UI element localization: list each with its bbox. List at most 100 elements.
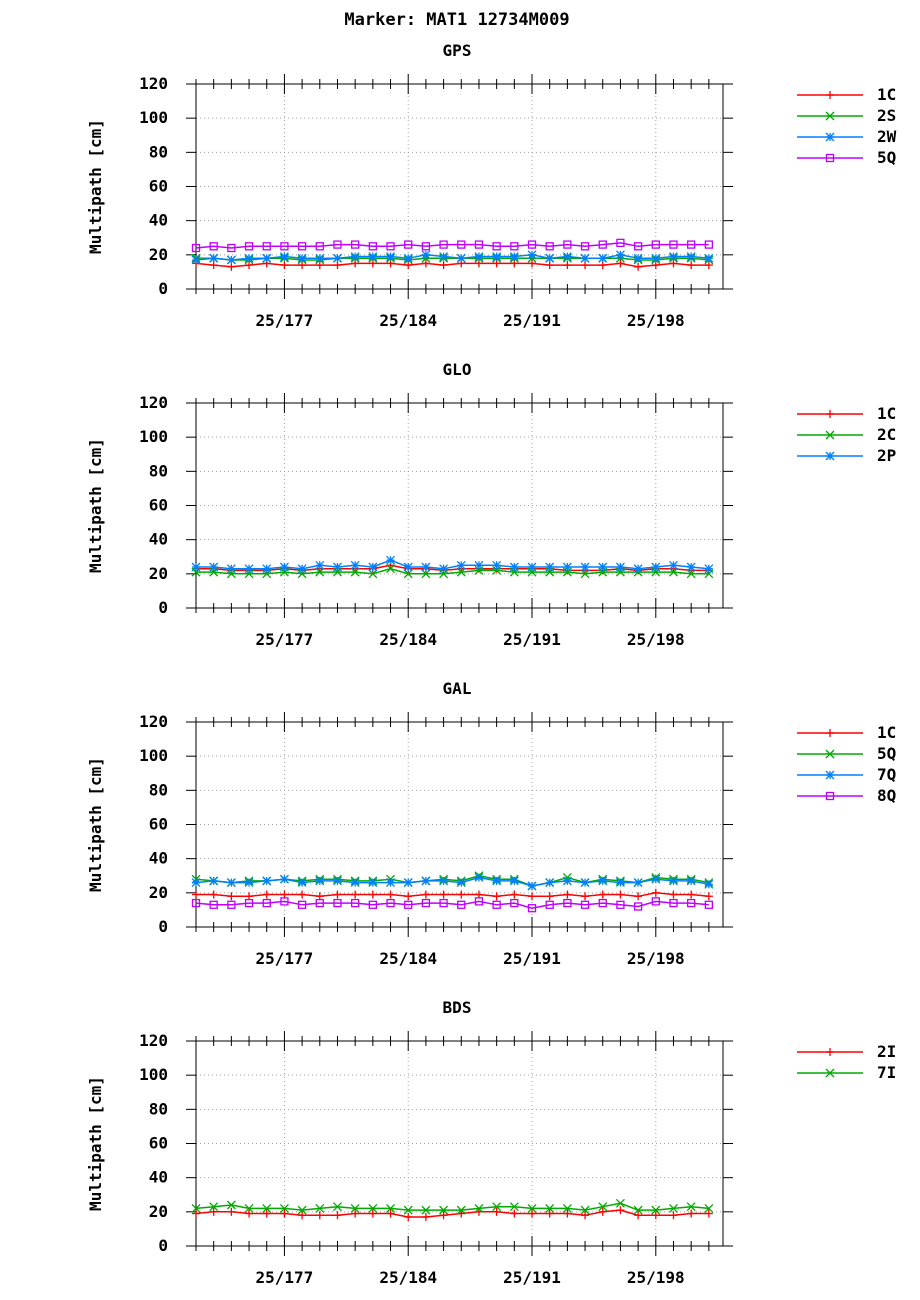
data-point [651,1205,661,1215]
data-point [687,890,696,899]
data-point [634,262,643,271]
data-point [298,890,307,899]
data-point [439,240,448,249]
data-point [244,564,254,574]
data-point [474,890,483,899]
figure-title: Marker: MAT1 12734M009 [344,10,569,30]
data-point [687,898,696,908]
data-point [474,259,483,268]
y-tick-label: 40 [149,211,168,230]
data-point [669,560,678,570]
data-point [651,261,660,270]
data-point [421,242,431,251]
x-tick-label: 25/198 [627,1268,685,1287]
data-point [492,876,502,886]
data-point [350,560,360,570]
data-point [262,564,272,574]
data-point [545,261,554,270]
legend-item-1c: 1C [797,404,896,423]
x-tick-label: 25/184 [379,949,437,968]
data-point [245,1209,254,1218]
data-point [315,242,324,251]
data-point [368,1203,378,1213]
data-point [510,898,519,908]
data-point [598,1202,608,1212]
data-point [580,569,590,579]
data-point [386,564,395,574]
data-point [227,262,236,271]
legend-label: 5Q [877,744,896,763]
data-point [510,1209,519,1218]
data-point [350,567,360,577]
plot-frame [195,721,724,928]
data-point [421,569,431,579]
legend-marker [826,410,834,418]
x-tick-label: 25/198 [627,630,685,649]
data-point [351,890,360,899]
y-tick-label: 100 [139,1065,168,1084]
data-point [545,1203,555,1213]
series-line [195,1202,709,1211]
data-point [244,242,254,251]
data-point [669,259,678,268]
data-point [669,240,678,249]
data-point [315,892,324,901]
data-point [315,261,324,270]
data-point [439,876,449,886]
plot-frame [195,402,724,609]
data-point [598,240,607,249]
data-point [333,1211,342,1220]
y-tick-label: 120 [139,1031,168,1050]
panel-glo: GLO 0 20 40 60 80 100 120 25/177 25/184 25/191 25/1… [86,360,896,649]
data-point [704,900,714,909]
data-point [510,259,519,268]
legend-item-1c: 1C [797,723,896,742]
data-point [704,1209,713,1218]
data-point [580,242,590,251]
data-point [368,252,378,262]
data-point [333,261,342,270]
data-point [404,900,413,909]
data-point [686,252,696,262]
data-point [528,1209,537,1218]
data-point [581,1211,590,1220]
data-point [421,259,430,268]
data-point [686,569,696,579]
data-point [545,242,554,251]
data-point [350,252,360,262]
data-point [209,253,219,263]
data-point [209,261,218,270]
data-point [456,878,466,888]
legend-label: 1C [877,723,896,742]
legend-marker [825,1068,835,1078]
data-point [315,567,325,577]
data-point [403,1205,413,1215]
data-point [421,562,431,572]
data-point [545,892,554,901]
data-point [492,242,501,251]
panel-title: BDS [443,998,472,1017]
data-point [298,1211,307,1220]
data-point [562,1203,572,1213]
data-point [704,564,714,574]
data-point [421,1205,431,1215]
data-point [403,253,413,263]
data-point [244,878,254,888]
data-point [191,243,201,253]
data-point [598,253,608,263]
legend-label: 2W [877,127,897,146]
panel-title: GPS [443,41,472,60]
series-2c [191,564,714,579]
data-point [457,900,466,909]
y-tick-label: 20 [149,883,168,902]
data-point [439,1211,448,1220]
y-tick-label: 0 [158,917,168,936]
x-tick-label: 25/198 [627,949,685,968]
data-point [439,1205,449,1215]
legend-marker [826,1048,834,1056]
data-point [527,1203,537,1213]
data-point [439,564,449,574]
panel-gps: GPS 0 20 40 60 80 100 120 25/177 25/184 25/191 25/1… [86,41,897,330]
data-point [492,560,502,570]
data-point [245,261,254,270]
